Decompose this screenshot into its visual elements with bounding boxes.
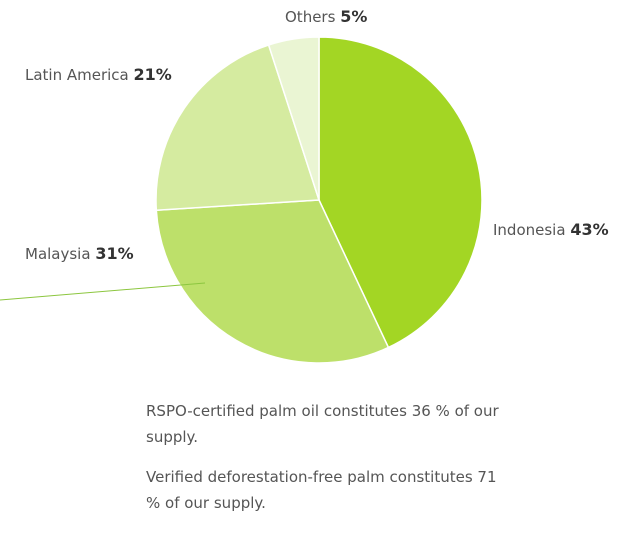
- chart: Indonesia 43% Malaysia 31% Latin America 2…: [0, 7, 609, 364]
- category-name: Indonesia: [493, 221, 566, 239]
- category-name: Others: [285, 8, 336, 26]
- pie-slice: [155, 44, 321, 212]
- slice-label: Others 5%: [285, 7, 367, 26]
- note: Verified deforestation-free palm constit…: [146, 468, 497, 512]
- value-label: 43%: [570, 220, 608, 239]
- note: RSPO-certified palm oil constitutes 36 %…: [146, 402, 499, 446]
- value-label: 21%: [134, 65, 172, 84]
- notes: RSPO-certified palm oil constitutes 36 %…: [146, 398, 506, 530]
- slice-label: Latin America 21%: [25, 65, 172, 84]
- slice-label: Malaysia 31%: [25, 244, 134, 263]
- leader-line: [0, 282, 206, 301]
- value-label: 31%: [95, 244, 133, 263]
- pie-slice: [155, 199, 390, 364]
- category-name: Malaysia: [25, 245, 91, 263]
- value-label: 5%: [340, 7, 367, 26]
- category-name: Latin America: [25, 66, 129, 84]
- pie-slice: [267, 36, 320, 201]
- pie-slice: [318, 36, 483, 349]
- slice-label: Indonesia 43%: [493, 220, 609, 239]
